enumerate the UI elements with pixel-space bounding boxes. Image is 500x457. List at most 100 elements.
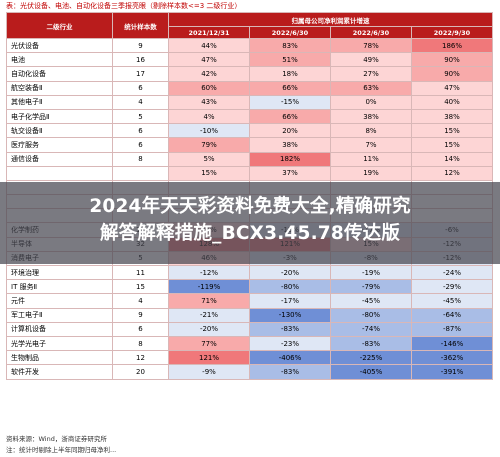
growth-cell: -15% <box>249 94 331 110</box>
header-period: 2022/9/30 <box>411 26 493 39</box>
growth-cell: -362% <box>411 350 493 366</box>
growth-cell: -29% <box>411 279 493 295</box>
growth-cell: 77% <box>168 335 250 352</box>
count-cell: 16 <box>112 52 169 68</box>
growth-cell: 60% <box>168 80 250 96</box>
industry-cell: 自动化设备 <box>6 66 113 82</box>
count-cell: 6 <box>112 123 169 139</box>
growth-cell: -87% <box>411 321 493 337</box>
industry-cell: 电子化学品Ⅱ <box>6 108 113 125</box>
overlay-banner <box>0 182 500 264</box>
industry-cell <box>6 165 113 181</box>
count-cell: 4 <box>112 293 169 309</box>
growth-cell: 40% <box>411 94 493 110</box>
table-row: 光伏设备 9 44% 83% 78% 186% <box>6 37 493 54</box>
table-row: IT 服务Ⅱ 15 -119% -80% -79% -29% <box>6 279 493 295</box>
count-cell <box>112 165 169 181</box>
growth-cell: 186% <box>411 37 493 54</box>
growth-cell: -10% <box>168 123 250 139</box>
growth-cell: 71% <box>168 293 250 309</box>
growth-cell: 12% <box>411 165 493 181</box>
table-row: 生物制品 12 121% -406% -225% -362% <box>6 350 493 366</box>
growth-cell: 38% <box>411 108 493 125</box>
growth-cell: -20% <box>249 264 331 281</box>
growth-cell: -24% <box>411 264 493 281</box>
growth-cell: 90% <box>411 52 493 68</box>
growth-cell: -23% <box>249 335 331 352</box>
growth-cell: -21% <box>168 307 250 323</box>
growth-cell: 0% <box>330 94 412 110</box>
growth-cell: 15% <box>411 123 493 139</box>
header-group: 归属母公司净利润累计增速 <box>168 12 493 27</box>
growth-cell: 15% <box>411 137 493 153</box>
industry-cell: 软件开发 <box>6 364 113 380</box>
table-row: 环境治理 11 -12% -20% -19% -24% <box>6 264 493 281</box>
table-row: 元件 4 71% -17% -45% -45% <box>6 293 493 309</box>
growth-cell: -19% <box>330 264 412 281</box>
growth-cell: 47% <box>411 80 493 96</box>
growth-cell: 83% <box>249 37 331 54</box>
industry-cell: 医疗服务 <box>6 137 113 153</box>
count-cell: 9 <box>112 37 169 54</box>
count-cell: 15 <box>112 279 169 295</box>
growth-cell: 18% <box>249 66 331 82</box>
growth-cell: 42% <box>168 66 250 82</box>
growth-cell: -83% <box>330 335 412 352</box>
count-cell: 9 <box>112 307 169 323</box>
growth-cell: 37% <box>249 165 331 181</box>
count-cell: 20 <box>112 364 169 380</box>
table-row: 轨交设备Ⅱ 6 -10% 20% 8% 15% <box>6 123 493 139</box>
industry-cell: 航空装备Ⅱ <box>6 80 113 96</box>
header-period: 2021/12/31 <box>168 26 250 39</box>
overlay-banner-text: 2024年天天彩资料免费大全,精确研究 解答解释措施_BCX3.45.78传达版 <box>0 193 500 247</box>
count-cell: 4 <box>112 94 169 110</box>
growth-cell: -20% <box>168 321 250 337</box>
growth-cell: -146% <box>411 335 493 352</box>
count-cell: 6 <box>112 80 169 96</box>
growth-cell: -45% <box>330 293 412 309</box>
table-row: 软件开发 20 -9% -83% -405% -391% <box>6 364 493 380</box>
industry-cell: IT 服务Ⅱ <box>6 279 113 295</box>
count-cell: 12 <box>112 350 169 366</box>
growth-cell: 182% <box>249 151 331 167</box>
growth-cell: 121% <box>168 350 250 366</box>
growth-cell: 90% <box>411 66 493 82</box>
growth-cell: 79% <box>168 137 250 153</box>
growth-cell: -80% <box>330 307 412 323</box>
growth-cell: 15% <box>168 165 250 181</box>
table-row: 医疗服务 6 79% 38% 7% 15% <box>6 137 493 153</box>
growth-cell: -12% <box>168 264 250 281</box>
count-cell: 8 <box>112 335 169 352</box>
growth-cell: 44% <box>168 37 250 54</box>
table-row: 电池 16 47% 51% 49% 90% <box>6 52 493 68</box>
count-cell: 17 <box>112 66 169 82</box>
industry-cell: 元件 <box>6 293 113 309</box>
growth-cell: 27% <box>330 66 412 82</box>
growth-cell: -80% <box>249 279 331 295</box>
header-industry: 二级行业 <box>6 12 113 39</box>
growth-cell: -225% <box>330 350 412 366</box>
industry-cell: 军工电子Ⅱ <box>6 307 113 323</box>
growth-cell: -83% <box>249 364 331 380</box>
growth-cell: -17% <box>249 293 331 309</box>
table-row: 计算机设备 6 -20% -83% -74% -87% <box>6 321 493 337</box>
growth-cell: 38% <box>330 108 412 125</box>
industry-cell: 光学光电子 <box>6 335 113 352</box>
growth-cell: -83% <box>249 321 331 337</box>
table-row: 军工电子Ⅱ 9 -21% -130% -80% -64% <box>6 307 493 323</box>
industry-cell: 生物制品 <box>6 350 113 366</box>
growth-cell: -405% <box>330 364 412 380</box>
industry-cell: 其他电子Ⅱ <box>6 94 113 110</box>
table-row: 15% 37% 19% 12% <box>6 165 493 181</box>
table-caption: 表：光伏设备、电池、自动化设备三季报亮眼（剔除样本数<=3 二级行业） <box>6 2 242 10</box>
growth-cell: 11% <box>330 151 412 167</box>
growth-cell: 66% <box>249 80 331 96</box>
growth-cell: 66% <box>249 108 331 125</box>
industry-cell: 电池 <box>6 52 113 68</box>
growth-cell: 51% <box>249 52 331 68</box>
industry-cell: 轨交设备Ⅱ <box>6 123 113 139</box>
count-cell: 8 <box>112 151 169 167</box>
table-row: 通信设备 8 5% 182% 11% 14% <box>6 151 493 167</box>
growth-cell: -74% <box>330 321 412 337</box>
